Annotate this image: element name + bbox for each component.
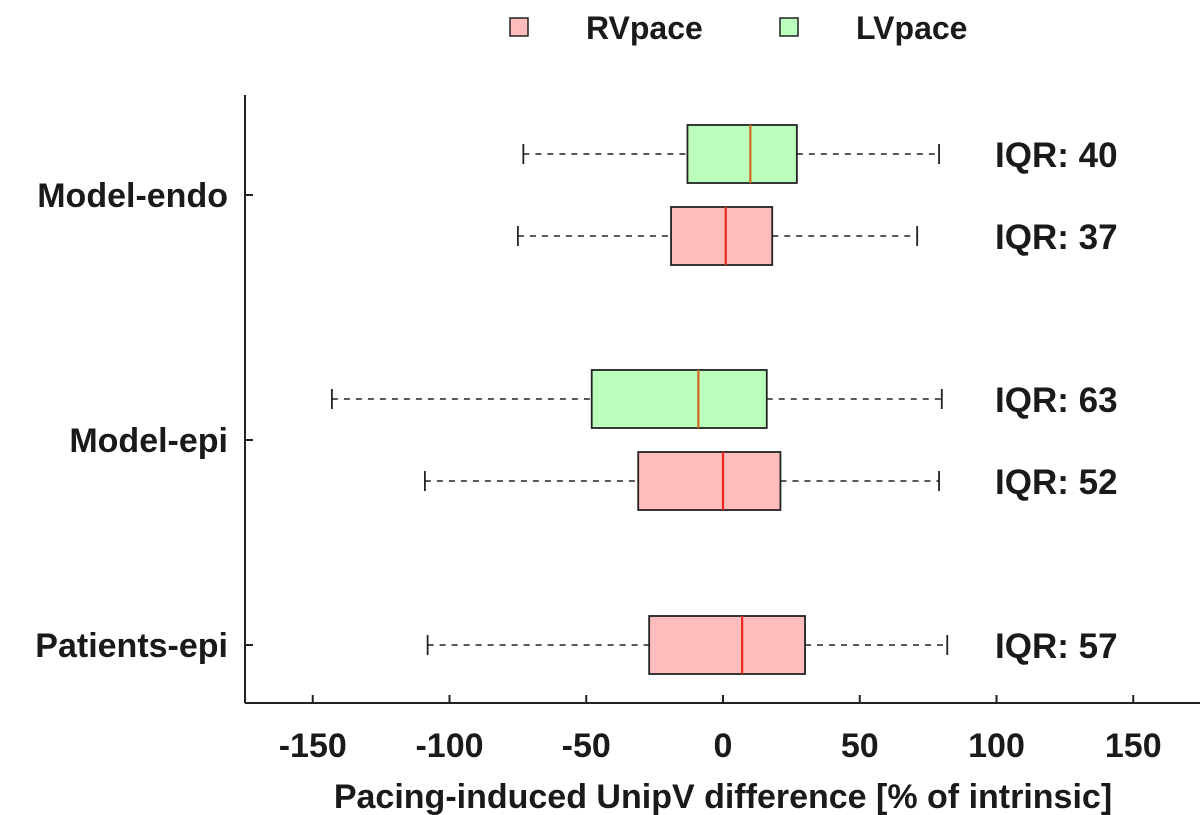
- plot-area: IQR: 40 IQR: 63 IQR: 37 IQR: 52 IQR: 57: [330, 124, 1118, 675]
- iqr-box: [686, 124, 798, 184]
- box-rvpace-patients-epi: IQR: 57: [426, 615, 1118, 675]
- x-tick-label: -150: [279, 727, 347, 765]
- legend-item-lvpace: LVpace: [779, 10, 967, 46]
- legend-swatch: [509, 17, 529, 37]
- iqr-annotation: IQR: 52: [995, 463, 1118, 502]
- legend-label: RVpace: [586, 10, 703, 46]
- x-tick-label: 50: [841, 727, 879, 765]
- iqr-annotation: IQR: 57: [995, 627, 1118, 666]
- x-axis-label: Pacing-induced UnipV difference [% of in…: [334, 778, 1112, 815]
- x-tick-label: -50: [562, 727, 611, 765]
- iqr-annotation: IQR: 37: [995, 218, 1118, 257]
- box-rvpace-model-endo: IQR: 37: [516, 206, 1118, 266]
- x-tick-label: 100: [968, 727, 1025, 765]
- iqr-box: [637, 451, 782, 511]
- box-lvpace-model-epi: IQR: 63: [330, 369, 1118, 429]
- y-tick-label-model-endo: Model-endo: [37, 177, 228, 215]
- iqr-box: [648, 615, 806, 675]
- x-tick-label: -100: [415, 727, 483, 765]
- legend: RVpace LVpace: [509, 10, 967, 46]
- legend-item-rvpace: RVpace: [509, 10, 703, 46]
- legend-label: LVpace: [856, 10, 967, 46]
- y-tick-label-patients-epi: Patients-epi: [35, 627, 228, 665]
- x-tick-label: 150: [1105, 727, 1162, 765]
- legend-swatch: [779, 17, 799, 37]
- y-tick-label-model-epi: Model-epi: [69, 422, 228, 460]
- box-rvpace-model-epi: IQR: 52: [423, 451, 1118, 511]
- iqr-box: [670, 206, 774, 266]
- x-axis: -150 -100 -50 0 50 100 150: [245, 695, 1200, 765]
- iqr-annotation: IQR: 63: [995, 381, 1118, 420]
- iqr-annotation: IQR: 40: [995, 136, 1118, 175]
- y-axis: Model-endo Model-epi Patients-epi: [35, 95, 253, 703]
- iqr-box: [590, 369, 768, 429]
- x-tick-label: 0: [714, 727, 733, 765]
- box-lvpace-model-endo: IQR: 40: [522, 124, 1118, 184]
